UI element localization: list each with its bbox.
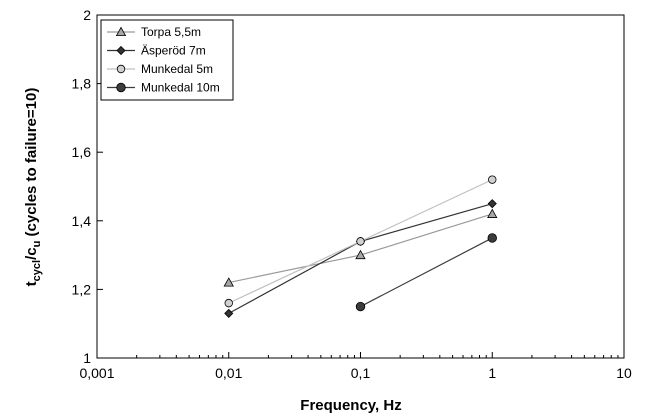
legend-entry: Munkedal 5m: [107, 62, 213, 76]
x-tick-label: 10: [616, 365, 632, 381]
y-tick-label: 2: [83, 7, 91, 23]
series-4: [355, 233, 497, 312]
data-point: [223, 277, 234, 287]
y-tick-label: 1,8: [72, 76, 92, 92]
legend-entry: Äsperöd 7m: [107, 44, 206, 58]
series-1: [223, 208, 498, 287]
y-title-mid: /c: [23, 247, 40, 260]
legend-entry: Munkedal 10m: [107, 81, 220, 95]
legend-entry: Torpa 5,5m: [107, 25, 201, 39]
x-tick-label: 0,01: [215, 365, 242, 381]
series-3: [224, 175, 497, 308]
y-title-sub-cycl: cycl: [31, 260, 43, 281]
y-title-main: t: [23, 281, 40, 286]
legend: Torpa 5,5m Äsperöd 7m Munkedal 5m Munkedal …: [100, 19, 234, 101]
x-tick-label: 0,001: [79, 365, 114, 381]
data-point: [355, 301, 366, 312]
series-layer: [223, 175, 498, 318]
legend-label: Torpa 5,5m: [141, 25, 201, 39]
data-point: [356, 237, 365, 246]
y-tick-label: 1,6: [72, 144, 92, 160]
legend-label: Munkedal 10m: [141, 81, 220, 95]
y-tick-label: 1,2: [72, 281, 92, 297]
legend-marker: [116, 82, 126, 93]
data-point: [224, 308, 234, 318]
y-title-sub-u: u: [31, 241, 43, 248]
data-point: [224, 298, 233, 308]
data-point: [487, 199, 497, 209]
y-axis: 1 1,2 1,4 1,6 1,8 2: [72, 7, 103, 366]
data-point: [488, 175, 497, 184]
y-title-tail: (cycles to failure=10): [23, 88, 40, 241]
x-tick-label: 1: [488, 365, 496, 381]
legend-label: Munkedal 5m: [141, 62, 213, 76]
legend-marker: [116, 45, 126, 56]
legend-marker: [115, 26, 127, 36]
y-axis-title: tcycl/cu (cycles to failure=10): [23, 88, 43, 287]
x-axis-title: Frequency, Hz: [300, 397, 401, 414]
data-point: [487, 208, 498, 218]
data-point: [487, 233, 497, 243]
data-point: [355, 249, 366, 260]
y-tick-label: 1,4: [72, 213, 92, 229]
x-axis: 0,001 0,01 0,1 1 10: [79, 352, 632, 381]
legend-marker: [116, 64, 126, 74]
y-tick-label: 1: [83, 350, 91, 366]
series-line: [228, 213, 493, 284]
x-tick-label: 0,1: [351, 365, 371, 381]
series-line: [360, 237, 493, 308]
legend-label: Äsperöd 7m: [141, 44, 206, 58]
x-minor-ticks: [136, 355, 619, 358]
